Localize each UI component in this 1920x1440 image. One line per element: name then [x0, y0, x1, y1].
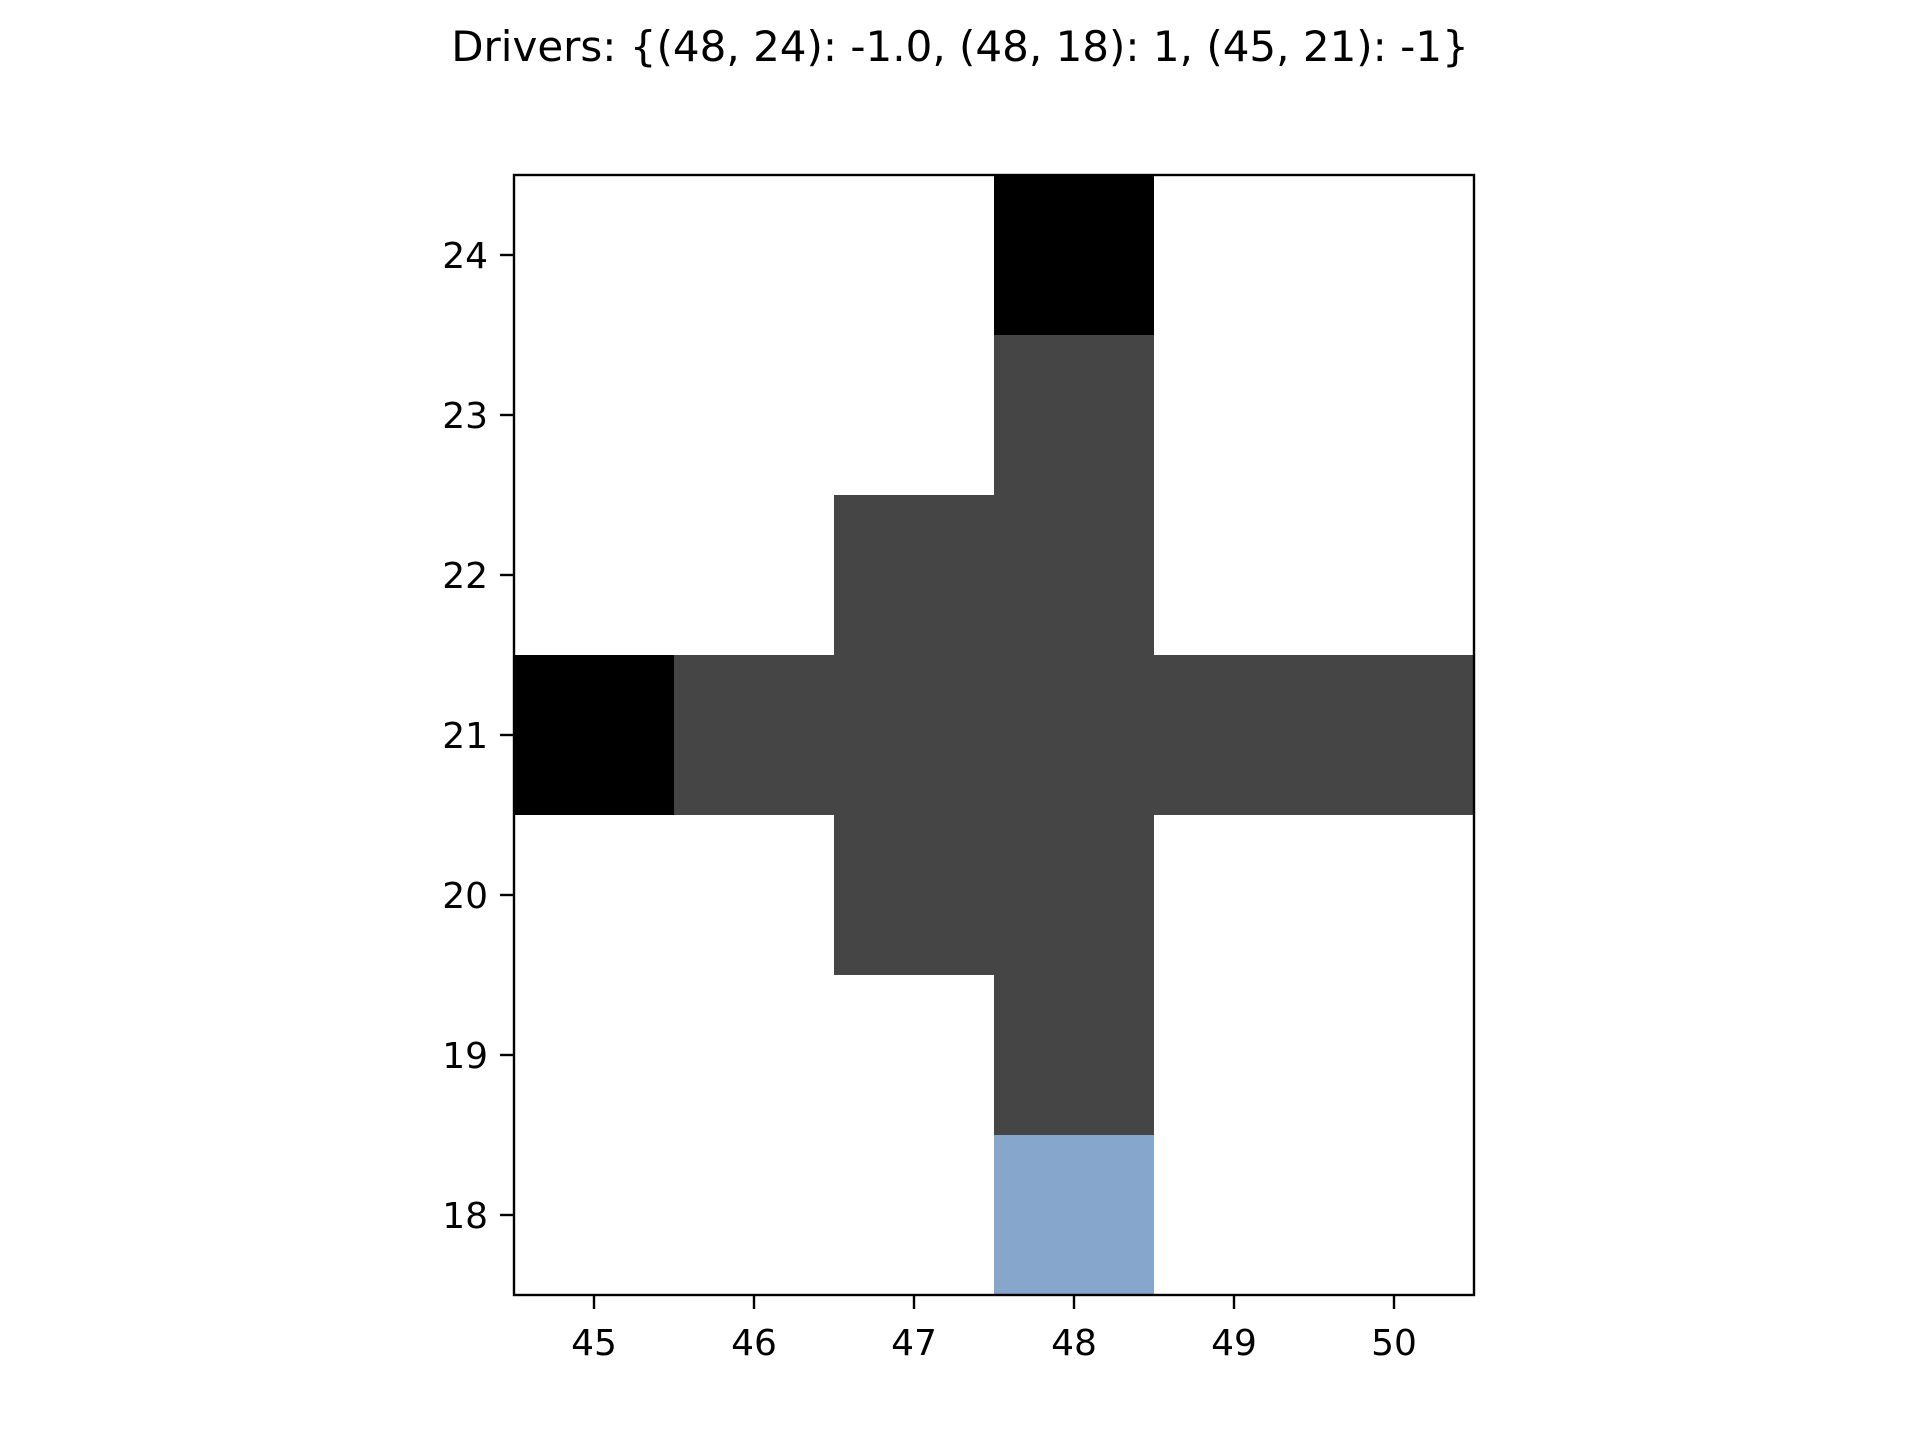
x-tick-label: 45: [571, 1323, 617, 1364]
cell-active-46-21: [674, 655, 834, 815]
cell-active-48-21: [994, 655, 1154, 815]
y-tick-label: 24: [442, 236, 488, 277]
y-tick-label: 18: [442, 1196, 488, 1237]
cell-active-48-19: [994, 975, 1154, 1135]
y-tick-label: 19: [442, 1036, 488, 1077]
cell-active-48-23: [994, 335, 1154, 495]
x-tick-label: 48: [1051, 1323, 1097, 1364]
cells-layer: [514, 175, 1474, 1295]
chart-title: Drivers: {(48, 24): -1.0, (48, 18): 1, (…: [451, 22, 1469, 71]
cell-active-49-21: [1154, 655, 1314, 815]
x-tick-label: 46: [731, 1323, 777, 1364]
cell-active-47-20: [834, 815, 994, 975]
cell-active-47-21: [834, 655, 994, 815]
y-tick-label: 21: [442, 716, 488, 757]
x-tick-label: 50: [1371, 1323, 1417, 1364]
y-tick-label: 22: [442, 556, 488, 597]
cell-driver-negative-48-24: [994, 175, 1154, 335]
y-tick-label: 23: [442, 396, 488, 437]
x-tick-label: 47: [891, 1323, 937, 1364]
cell-active-47-22: [834, 495, 994, 655]
cell-driver-positive-48-18: [994, 1135, 1154, 1295]
ticks-layer: 45 46 47 48 49 50 18 19 20 21 22 23 24: [442, 236, 1417, 1364]
y-tick-label: 20: [442, 876, 488, 917]
cell-active-50-21: [1314, 655, 1474, 815]
cell-active-48-20: [994, 815, 1154, 975]
plot-frame: [512, 173, 1476, 1297]
cell-active-48-22: [994, 495, 1154, 655]
cell-driver-negative-45-21: [514, 655, 674, 815]
x-tick-label: 49: [1211, 1323, 1257, 1364]
